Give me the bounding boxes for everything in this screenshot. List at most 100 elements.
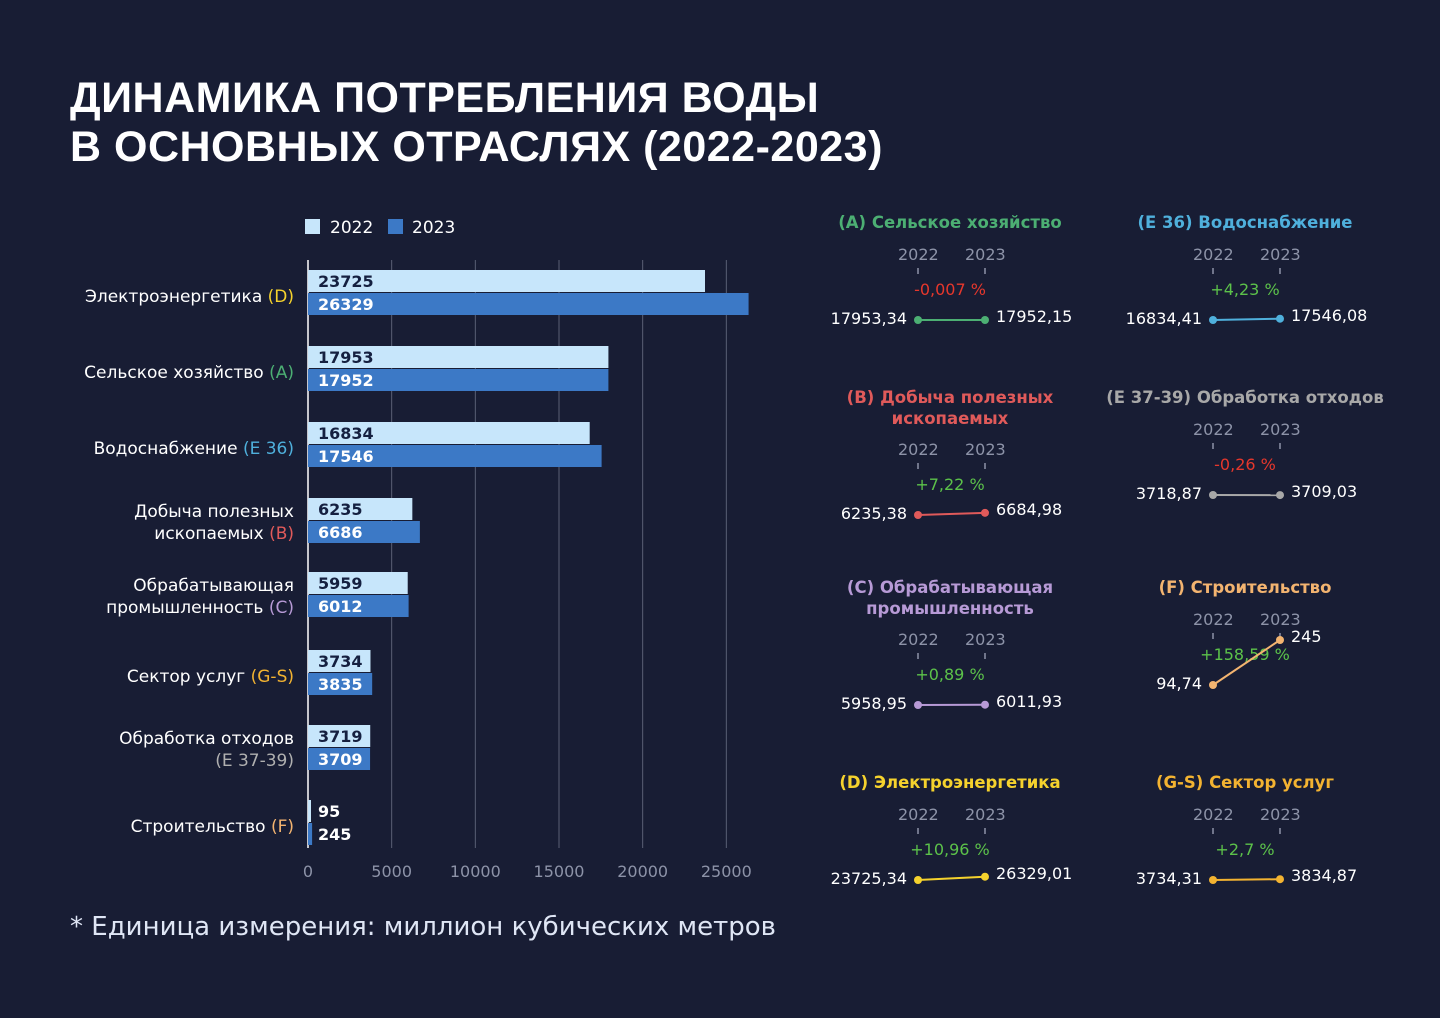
point-2023	[981, 872, 989, 881]
bar-value-2023: 3835	[318, 675, 363, 694]
panel-year-label: 2022	[898, 805, 939, 824]
panel-change-percent: +158,59 %	[1200, 645, 1290, 664]
x-tick-label: 5000	[371, 862, 412, 881]
panel-year-label: 2023	[965, 805, 1006, 824]
bar-value-2022: 6235	[318, 500, 363, 519]
value-2023: 245	[1291, 627, 1322, 646]
change-panel: (B) Добыча полезных ископаемых 2022 2023 +7,…	[800, 365, 1100, 523]
x-tick-label: 10000	[450, 862, 501, 881]
panel-change-percent: +10,96 %	[910, 840, 990, 859]
point-2022	[1209, 316, 1217, 324]
value-2022: 3734,31	[1135, 869, 1202, 888]
bar-value-2022: 17953	[318, 348, 374, 367]
point-2023	[981, 508, 989, 517]
value-2023: 6684,98	[996, 499, 1063, 519]
change-panel: (G-S) Сектор услуг 2022 2023 +2,7 % 3734,31 3…	[1095, 750, 1395, 900]
bar-2023	[308, 369, 609, 391]
bar-2022	[308, 498, 413, 520]
legend-swatch-2023	[388, 219, 403, 234]
point-2023	[1276, 875, 1284, 884]
category-label: Сектор услуг (G-S)	[127, 667, 294, 687]
bar-chart: 0 5000 10000 15000 20000 25000 2022 2023 23725 26…	[84, 218, 752, 881]
bar-value-2023: 6012	[318, 597, 363, 616]
panel-change-percent: +7,22 %	[915, 475, 985, 494]
category-label: Электроэнергетика (D)	[85, 287, 294, 307]
category-label-text: Сектор услуг	[127, 667, 251, 687]
value-2023: 17546,08	[1291, 305, 1368, 325]
panel-year-label: 2023	[965, 630, 1006, 649]
change-line	[917, 875, 986, 881]
bar-value-2022: 16834	[318, 424, 374, 443]
category-label: Добыча полезных	[134, 502, 294, 522]
panel-year-label: 2023	[965, 440, 1006, 459]
category-code: (E 36)	[243, 439, 294, 459]
bar-2022	[308, 270, 705, 292]
panel-title: (G-S) Сектор услуг	[1155, 773, 1335, 792]
panel-line-chart	[914, 268, 989, 325]
panel-title: (D) Электроэнергетика	[839, 773, 1061, 792]
panel-line-chart	[1209, 443, 1284, 500]
bar-2023	[308, 748, 371, 770]
panel-change-percent: +4,23 %	[1210, 280, 1280, 299]
bar-2022	[308, 800, 311, 822]
panel-title: (C) Обрабатывающая промышленность	[846, 578, 1054, 618]
bar-value-2022: 95	[318, 802, 340, 821]
bar-value-2023: 17546	[318, 447, 374, 466]
point-2023	[1276, 491, 1284, 500]
bar-2023	[308, 823, 313, 845]
title-line-1: ДИНАМИКА ПОТРЕБЛЕНИЯ ВОДЫ	[70, 74, 820, 122]
panel-line-chart	[1209, 633, 1284, 689]
point-2022	[914, 511, 922, 519]
change-panel: (A) Сельское хозяйство 2022 2023 -0,007 % 17…	[800, 190, 1100, 340]
panel-year-label: 2022	[1193, 805, 1234, 824]
point-2022	[1209, 681, 1217, 689]
panel-year-label: 2023	[1260, 610, 1301, 629]
title-line-2: В ОСНОВНЫХ ОТРАСЛЯХ (2022-2023)	[70, 123, 883, 171]
panel-year-label: 2022	[898, 440, 939, 459]
bar-value-2022: 23725	[318, 272, 374, 291]
category-code: (D)	[268, 287, 294, 307]
category-code: (B)	[269, 524, 294, 544]
panel-year-label: 2022	[898, 245, 939, 264]
panel-line-chart	[1209, 268, 1284, 324]
bar-value-2023: 6686	[318, 523, 363, 542]
page-title: ДИНАМИКА ПОТРЕБЛЕНИЯ ВОДЫ В ОСНОВНЫХ ОТР…	[70, 74, 883, 172]
panel-change-percent: -0,007 %	[914, 280, 986, 299]
panel-year-label: 2023	[1260, 420, 1301, 439]
point-2023	[1276, 636, 1284, 644]
x-tick-label: 20000	[617, 862, 668, 881]
change-panels: (A) Сельское хозяйство 2022 2023 -0,007 % 17…	[800, 190, 1440, 910]
category-label: Обрабатывающая	[133, 576, 294, 596]
panel-title: (B) Добыча полезных ископаемых	[846, 388, 1054, 428]
panel-change-percent: +2,7 %	[1215, 840, 1275, 859]
category-label-text: ископаемых	[154, 524, 269, 544]
bar-2023	[308, 595, 409, 617]
panel-year-label: 2023	[965, 245, 1006, 264]
category-label-text: Электроэнергетика	[85, 287, 268, 307]
panel-title: (A) Сельское хозяйство	[838, 213, 1062, 232]
category-code: (C)	[269, 598, 294, 618]
value-2022: 17953,34	[830, 309, 907, 328]
bar-value-2023: 3709	[318, 750, 363, 769]
bar-value-2023: 245	[318, 825, 351, 844]
bar-2022	[308, 346, 609, 368]
panel-title: (F) Строительство	[1158, 578, 1332, 597]
x-tick-label: 0	[303, 862, 313, 881]
legend-label-2023: 2023	[412, 218, 455, 238]
panel-line-chart	[1209, 828, 1284, 884]
bar-2023	[308, 293, 749, 315]
category-label: Водоснабжение (E 36)	[94, 439, 294, 459]
value-2022: 3718,87	[1135, 484, 1202, 503]
value-2022: 16834,41	[1125, 309, 1202, 328]
point-2022	[914, 876, 922, 884]
point-2022	[914, 701, 922, 709]
panel-line-chart	[914, 463, 989, 519]
bar-value-2023: 17952	[318, 371, 374, 390]
value-2023: 17952,15	[996, 307, 1073, 326]
point-2022	[914, 316, 922, 324]
bar-value-2023: 26329	[318, 295, 374, 314]
panel-line-chart	[914, 653, 989, 709]
category-label: промышленность (C)	[106, 598, 294, 618]
panel-year-label: 2022	[898, 630, 939, 649]
panel-change-percent: -0,26 %	[1214, 455, 1276, 474]
